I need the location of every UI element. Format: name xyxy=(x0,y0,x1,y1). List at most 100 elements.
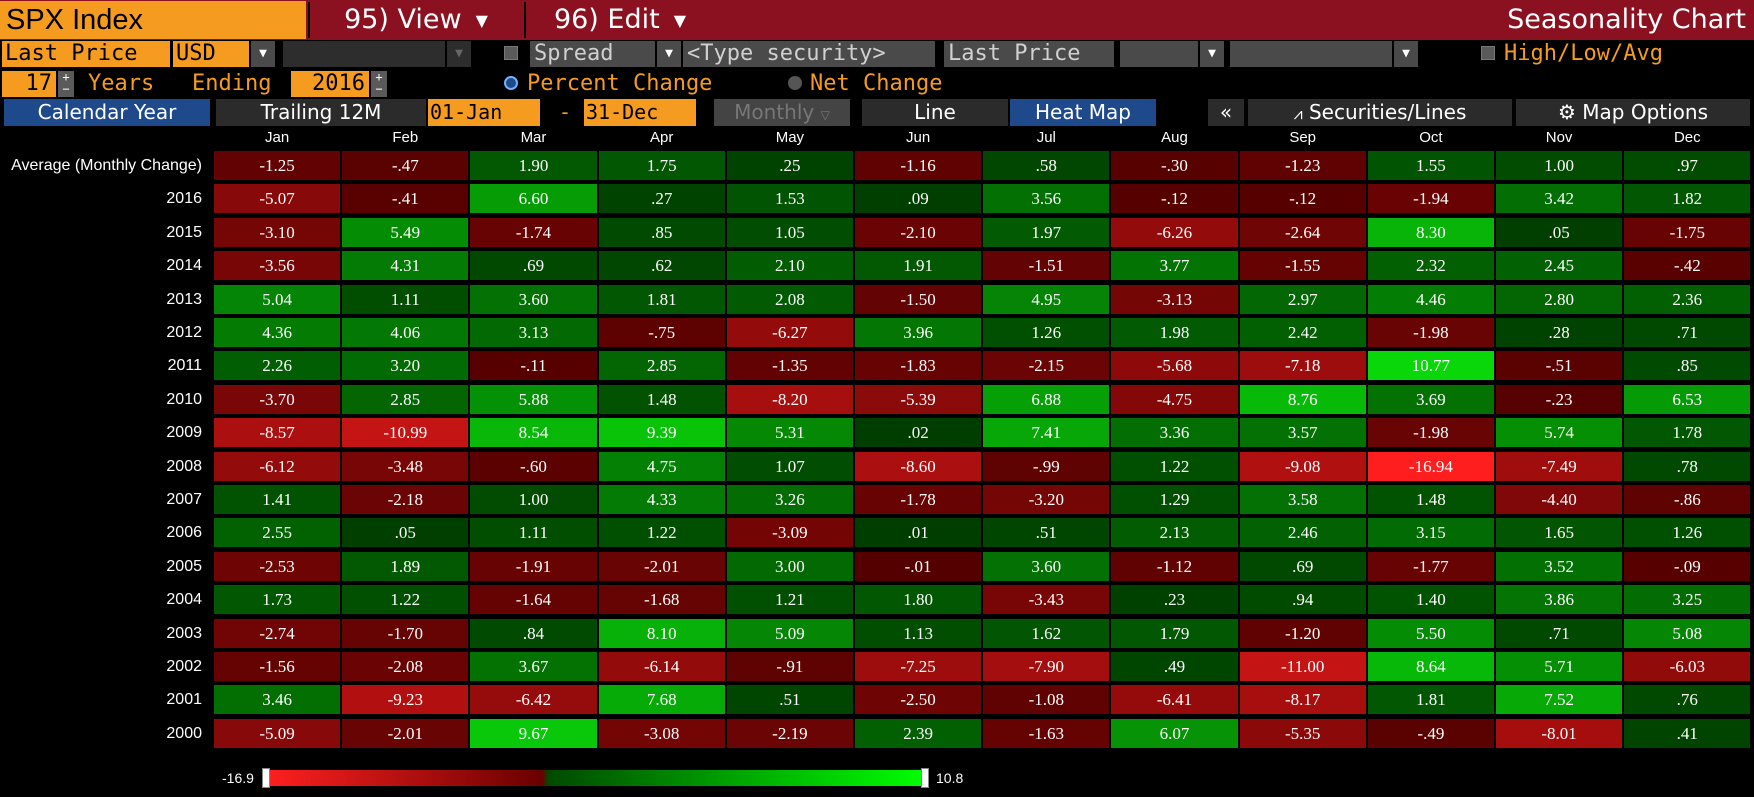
heat-cell[interactable]: -.60 xyxy=(469,450,598,482)
heat-cell[interactable]: 1.53 xyxy=(725,183,854,215)
heat-cell[interactable]: -8.20 xyxy=(725,383,854,415)
heat-cell[interactable]: 10.77 xyxy=(1366,350,1495,382)
heat-cell[interactable]: 1.78 xyxy=(1623,417,1752,449)
heat-cell[interactable]: 3.56 xyxy=(982,183,1111,215)
heat-cell[interactable]: 5.49 xyxy=(341,216,470,248)
heat-cell[interactable]: 2.08 xyxy=(725,283,854,315)
heat-cell[interactable]: -2.50 xyxy=(854,684,983,716)
heat-cell[interactable]: 5.08 xyxy=(1623,617,1752,649)
heat-cell[interactable]: -3.09 xyxy=(725,517,854,549)
heat-cell[interactable]: -1.68 xyxy=(597,584,726,616)
heat-cell[interactable]: 2.39 xyxy=(854,717,983,749)
heat-cell[interactable]: -1.70 xyxy=(341,617,470,649)
heat-cell[interactable]: -2.19 xyxy=(725,717,854,749)
currency-dropdown-icon[interactable]: ▼ xyxy=(251,41,275,67)
percent-change-radio[interactable] xyxy=(504,76,518,90)
heat-cell[interactable]: 1.90 xyxy=(469,150,598,181)
heat-cell[interactable]: -2.08 xyxy=(341,651,470,682)
heat-cell[interactable]: 1.07 xyxy=(725,450,854,482)
ending-year-input[interactable]: 2016 xyxy=(291,71,369,97)
heat-cell[interactable]: -1.63 xyxy=(982,717,1111,749)
heat-cell[interactable]: .01 xyxy=(854,517,983,549)
tab-calendar-year[interactable]: Calendar Year xyxy=(4,99,210,126)
heat-cell[interactable]: -1.55 xyxy=(1238,250,1367,282)
heat-cell[interactable]: -2.10 xyxy=(854,216,983,248)
heat-cell[interactable]: 6.60 xyxy=(469,183,598,215)
heat-cell[interactable]: -.86 xyxy=(1623,484,1752,515)
heat-cell[interactable]: -1.08 xyxy=(982,684,1111,716)
heat-cell[interactable]: -2.18 xyxy=(341,484,470,515)
heat-cell[interactable]: 9.39 xyxy=(597,417,726,449)
heat-cell[interactable]: 3.57 xyxy=(1238,417,1367,449)
heat-cell[interactable]: 4.06 xyxy=(341,317,470,348)
heat-cell[interactable]: .78 xyxy=(1623,450,1752,482)
currency-select[interactable]: USD xyxy=(173,41,249,67)
heat-cell[interactable]: -3.70 xyxy=(213,383,342,415)
heat-cell[interactable]: 2.26 xyxy=(213,350,342,382)
heat-cell[interactable]: 9.67 xyxy=(469,717,598,749)
heat-cell[interactable]: 4.33 xyxy=(597,484,726,515)
heat-cell[interactable]: -4.40 xyxy=(1495,484,1624,515)
currency-extra-field[interactable] xyxy=(283,41,445,67)
net-change-radio[interactable] xyxy=(788,76,802,90)
heat-cell[interactable]: .76 xyxy=(1623,684,1752,716)
heat-cell[interactable]: -5.39 xyxy=(854,383,983,415)
heat-cell[interactable]: 5.88 xyxy=(469,383,598,415)
secondary-field[interactable] xyxy=(1120,41,1198,67)
heat-cell[interactable]: 8.76 xyxy=(1238,383,1367,415)
securities-lines-button[interactable]: ⩘ Securities/Lines xyxy=(1248,99,1512,126)
heat-cell[interactable]: 4.46 xyxy=(1366,283,1495,315)
heat-cell[interactable]: 1.11 xyxy=(469,517,598,549)
heat-cell[interactable]: -10.99 xyxy=(341,417,470,449)
heat-cell[interactable]: 2.85 xyxy=(341,383,470,415)
heat-cell[interactable]: 1.81 xyxy=(1366,684,1495,716)
secondary-dropdown-icon[interactable]: ▼ xyxy=(1200,41,1224,67)
heat-cell[interactable]: .25 xyxy=(725,150,854,181)
heat-cell[interactable]: -1.23 xyxy=(1238,150,1367,181)
heat-cell[interactable]: .58 xyxy=(982,150,1111,181)
tab-heat-map[interactable]: Heat Map xyxy=(1010,99,1156,126)
heat-cell[interactable]: 2.80 xyxy=(1495,283,1624,315)
heat-cell[interactable]: -8.01 xyxy=(1495,717,1624,749)
heat-cell[interactable]: 1.82 xyxy=(1623,183,1752,215)
heat-cell[interactable]: .94 xyxy=(1238,584,1367,616)
heat-cell[interactable]: -1.98 xyxy=(1366,317,1495,348)
type-security-input[interactable]: <Type security> xyxy=(683,41,935,67)
heat-cell[interactable]: 1.81 xyxy=(597,283,726,315)
heat-cell[interactable]: -.12 xyxy=(1238,183,1367,215)
heat-cell[interactable]: 2.45 xyxy=(1495,250,1624,282)
heat-cell[interactable]: 1.62 xyxy=(982,617,1111,649)
heat-cell[interactable]: -3.48 xyxy=(341,450,470,482)
heat-cell[interactable]: -1.25 xyxy=(213,150,342,181)
heat-cell[interactable]: -16.94 xyxy=(1366,450,1495,482)
heat-cell[interactable]: -3.08 xyxy=(597,717,726,749)
heat-cell[interactable]: -.12 xyxy=(1110,183,1239,215)
heat-cell[interactable]: 8.30 xyxy=(1366,216,1495,248)
heat-cell[interactable]: -5.35 xyxy=(1238,717,1367,749)
heat-cell[interactable]: 2.13 xyxy=(1110,517,1239,549)
heat-cell[interactable]: -6.14 xyxy=(597,651,726,682)
heat-cell[interactable]: .51 xyxy=(982,517,1111,549)
heat-cell[interactable]: -1.75 xyxy=(1623,216,1752,248)
heat-cell[interactable]: .62 xyxy=(597,250,726,282)
heat-cell[interactable]: -7.90 xyxy=(982,651,1111,682)
heat-cell[interactable]: .85 xyxy=(1623,350,1752,382)
heat-cell[interactable]: 1.22 xyxy=(597,517,726,549)
tab-trailing-12m[interactable]: Trailing 12M xyxy=(216,99,426,126)
heat-cell[interactable]: 1.40 xyxy=(1366,584,1495,616)
map-options-button[interactable]: ⚙ Map Options xyxy=(1516,99,1750,126)
ending-year-stepper[interactable]: + − xyxy=(371,71,387,97)
heat-cell[interactable]: -5.68 xyxy=(1110,350,1239,382)
heat-cell[interactable]: 3.96 xyxy=(854,317,983,348)
heat-cell[interactable]: 1.26 xyxy=(982,317,1111,348)
heat-cell[interactable]: -6.03 xyxy=(1623,651,1752,682)
heat-cell[interactable]: 1.22 xyxy=(1110,450,1239,482)
heat-cell[interactable]: .69 xyxy=(1238,550,1367,582)
period-select[interactable]: Monthly ▽ xyxy=(714,99,850,126)
heat-cell[interactable]: -2.15 xyxy=(982,350,1111,382)
heat-cell[interactable]: -6.27 xyxy=(725,317,854,348)
heat-cell[interactable]: -.09 xyxy=(1623,550,1752,582)
heat-cell[interactable]: .23 xyxy=(1110,584,1239,616)
heat-cell[interactable]: 1.65 xyxy=(1495,517,1624,549)
heat-cell[interactable]: 3.60 xyxy=(982,550,1111,582)
